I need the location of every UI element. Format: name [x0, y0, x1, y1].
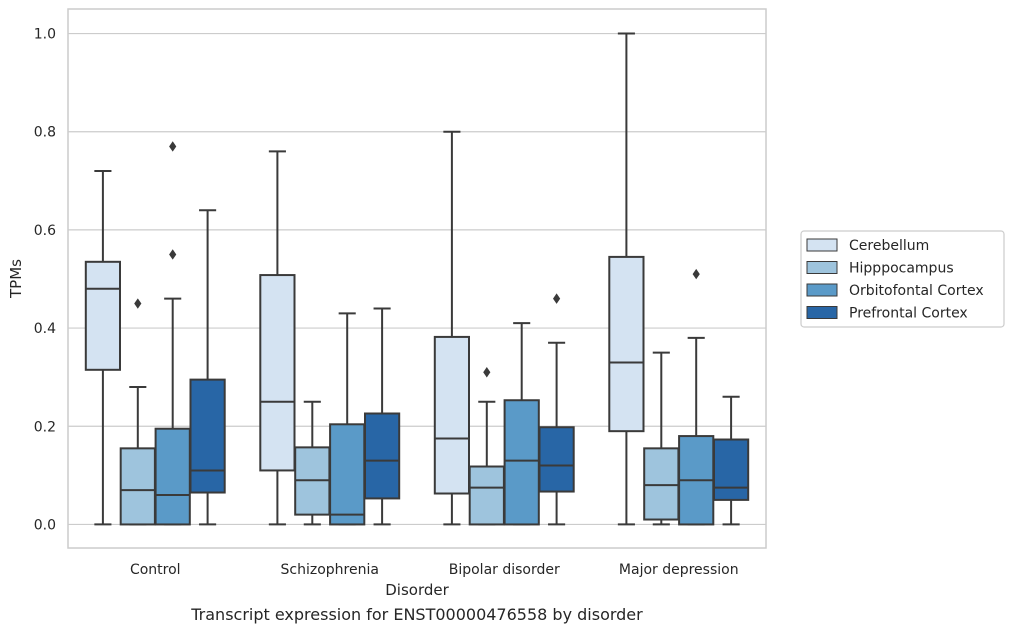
figure-caption: Transcript expression for ENST0000047655… — [191, 605, 643, 624]
x-axis-label: Disorder — [385, 581, 449, 599]
box — [643, 447, 680, 521]
plot-frame — [67, 8, 767, 549]
legend-label: Orbitofontal Cortex — [849, 283, 984, 299]
legend-swatch — [806, 238, 838, 252]
box — [119, 447, 156, 526]
box-group-bipolar-disorder — [433, 130, 575, 526]
y-tick-label: 0.2 — [34, 419, 56, 435]
tick-labels: 0.0 0.2 0.4 0.6 0.8 1.0 Control Schizophrenia Bi… — [34, 27, 739, 578]
y-tick-label: 0.4 — [34, 321, 56, 337]
box — [363, 412, 401, 500]
legend: Cerebellum Hipppocampus Orbitofontal Corte… — [800, 230, 1005, 328]
outlier-point — [134, 298, 142, 309]
y-tick-label: 0.0 — [34, 517, 56, 533]
x-tick-label: Control — [130, 562, 181, 578]
box — [329, 423, 366, 526]
gridlines — [68, 32, 766, 526]
box — [608, 255, 645, 433]
y-tick-label: 0.6 — [34, 223, 56, 239]
outlier-point — [692, 268, 700, 280]
box-group-schizophrenia — [259, 150, 401, 526]
box — [189, 378, 226, 494]
x-tick-label: Major depression — [619, 562, 739, 578]
y-tick-label: 0.8 — [34, 125, 56, 141]
legend-item: Hipppocampus — [806, 261, 954, 277]
outlier-point — [483, 367, 491, 378]
legend-swatch — [806, 261, 838, 274]
legend-item: Orbitofontal Cortex — [806, 283, 984, 299]
legend-swatch — [806, 306, 838, 319]
legend-swatch — [806, 283, 838, 297]
box — [84, 260, 122, 371]
legend-item: Cerebellum — [806, 238, 929, 254]
y-axis-label: TPMs — [7, 259, 25, 299]
x-tick-label: Bipolar disorder — [449, 562, 560, 578]
box-group-control — [84, 141, 226, 526]
box — [712, 438, 750, 501]
legend-label: Cerebellum — [849, 238, 929, 254]
box — [259, 274, 296, 472]
x-tick-label: Schizophrenia — [281, 562, 379, 578]
box — [538, 426, 575, 493]
outlier-point — [169, 141, 177, 152]
box — [154, 427, 191, 526]
legend-label: Hipppocampus — [849, 261, 954, 277]
outlier-point — [553, 293, 561, 304]
box — [433, 335, 471, 495]
box — [503, 399, 540, 526]
outlier-point — [169, 249, 177, 260]
box-group-major-depression — [608, 32, 750, 526]
legend-item: Prefrontal Cortex — [806, 306, 968, 322]
box — [468, 465, 505, 526]
legend-label: Prefrontal Cortex — [849, 306, 968, 322]
legend-frame — [800, 230, 1005, 328]
y-tick-label: 1.0 — [34, 27, 56, 43]
box-groups — [84, 32, 750, 526]
